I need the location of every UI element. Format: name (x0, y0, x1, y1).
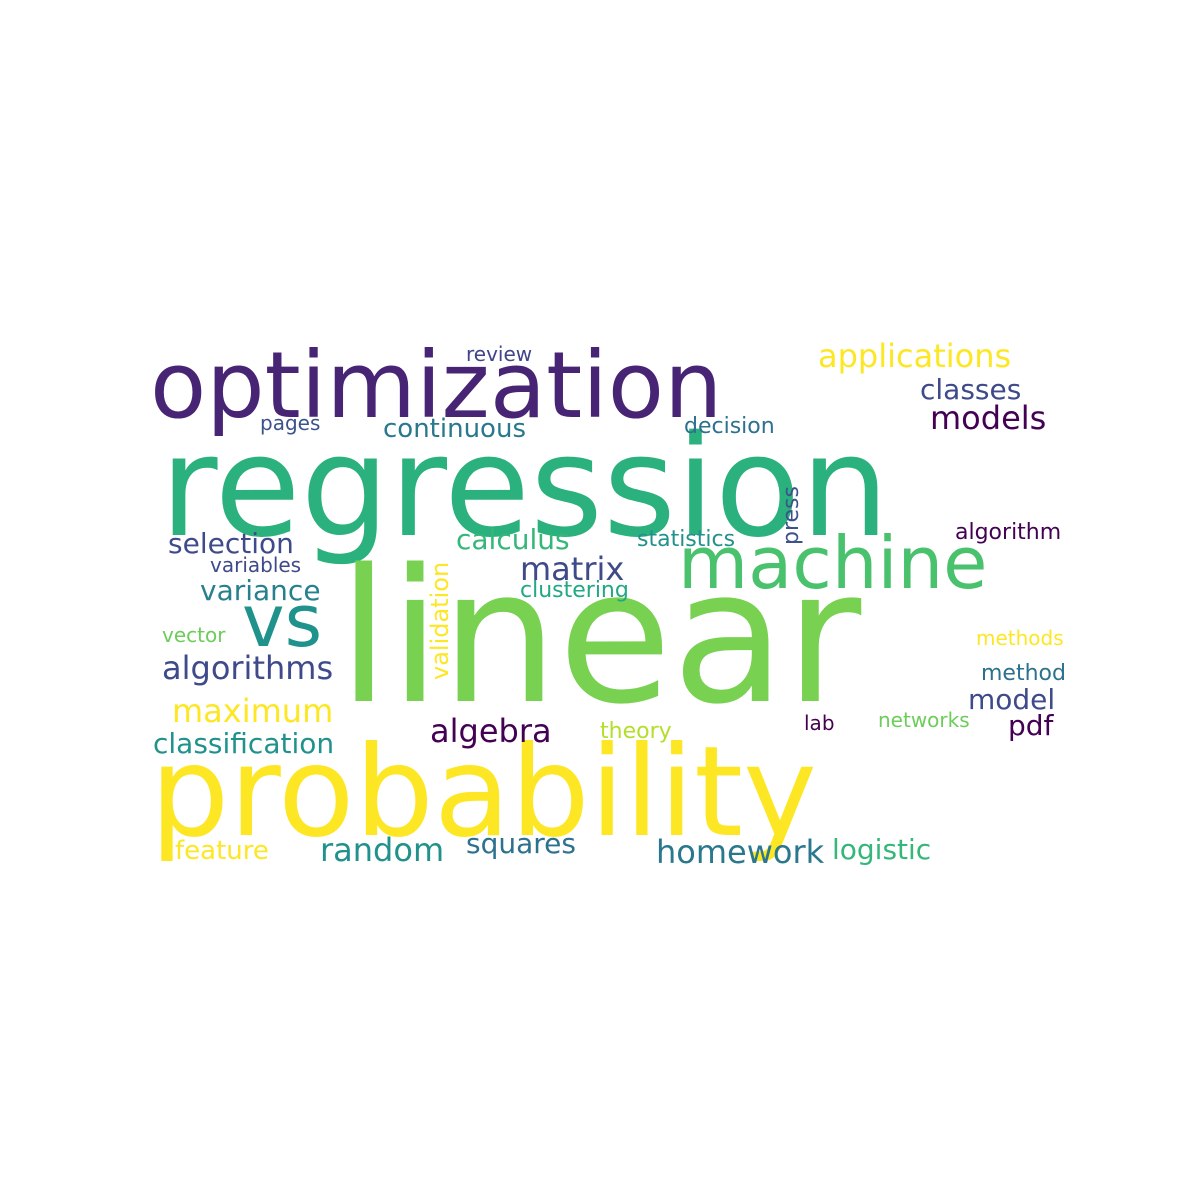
word-classes: classes (920, 373, 1022, 406)
word-algorithm: algorithm (955, 520, 1062, 545)
word-decision: decision (684, 414, 775, 439)
word-machine: machine (678, 521, 988, 605)
word-optimization: optimization (150, 332, 723, 439)
word-clustering: clustering (520, 578, 629, 603)
word-selection: selection (168, 527, 294, 560)
word-method: method (981, 661, 1066, 686)
word-linear: linear (338, 529, 862, 745)
word-continuous: continuous (383, 414, 526, 444)
word-validation: validation (426, 561, 454, 680)
word-classification: classification (153, 727, 335, 760)
word-lab: lab (804, 711, 835, 735)
word-squares: squares (466, 827, 576, 860)
word-logistic: logistic (832, 833, 932, 866)
word-matrix: matrix (520, 550, 625, 588)
word-pages: pages (260, 411, 321, 435)
word-algebra: algebra (430, 712, 552, 750)
word-statistics: statistics (637, 527, 736, 552)
word-networks: networks (878, 708, 970, 732)
word-homework: homework (656, 833, 825, 871)
word-pdf: pdf (1008, 709, 1054, 742)
word-vs: vs (242, 579, 323, 663)
word-maximum: maximum (172, 692, 334, 730)
word-methods: methods (976, 626, 1064, 650)
word-variance: variance (200, 574, 321, 607)
word-applications: applications (818, 337, 1012, 375)
word-models: models (930, 399, 1047, 437)
word-review: review (466, 342, 533, 366)
word-random: random (320, 831, 445, 869)
word-feature: feature (175, 836, 269, 866)
word-press: press (779, 486, 804, 545)
word-theory: theory (600, 719, 672, 744)
word-vector: vector (162, 623, 226, 647)
word-regression: regression (160, 406, 890, 569)
word-probability: probability (150, 720, 817, 865)
word-variables: variables (210, 553, 302, 577)
word-algorithms: algorithms (162, 649, 334, 687)
word-calculus: calculus (456, 523, 570, 556)
word-model: model (968, 683, 1056, 716)
